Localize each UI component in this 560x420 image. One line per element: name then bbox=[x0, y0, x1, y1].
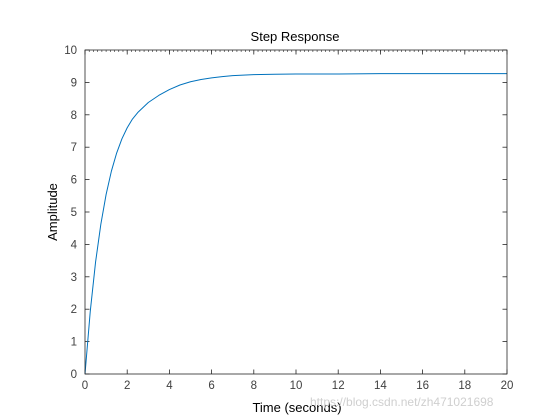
watermark: https://blog.csdn.net/zh471021698 bbox=[310, 395, 494, 409]
step-response-line bbox=[84, 73, 507, 375]
y-tick-label: 1 bbox=[71, 337, 77, 349]
x-tick-label: 10 bbox=[290, 380, 303, 392]
x-tick-label: 2 bbox=[124, 380, 130, 392]
plot-area bbox=[85, 50, 507, 374]
x-axis-label: Time (seconds) bbox=[252, 400, 341, 415]
y-tick-label: 10 bbox=[64, 45, 77, 57]
x-tick-label: 6 bbox=[208, 380, 214, 392]
y-tick-label: 3 bbox=[71, 272, 77, 284]
x-tick-label: 8 bbox=[251, 380, 257, 392]
x-tick-label: 20 bbox=[501, 380, 514, 392]
x-tick-label: 4 bbox=[166, 380, 173, 392]
x-tick-label: 14 bbox=[374, 380, 387, 392]
chart-title: Step Response bbox=[251, 29, 340, 44]
y-tick-label: 7 bbox=[71, 142, 77, 154]
x-tick-label: 12 bbox=[332, 380, 345, 392]
y-tick-label: 6 bbox=[71, 175, 77, 187]
x-tick-label: 18 bbox=[458, 380, 471, 392]
x-tick-label: 0 bbox=[82, 380, 88, 392]
x-tick-label: 16 bbox=[416, 380, 429, 392]
series-layer bbox=[84, 73, 507, 375]
y-tick-label: 5 bbox=[71, 207, 77, 219]
y-tick-label: 2 bbox=[71, 304, 77, 316]
plot-frame bbox=[84, 49, 508, 375]
y-tick-label: 4 bbox=[71, 239, 78, 251]
y-axis-label: Amplitude bbox=[45, 183, 60, 241]
y-tick-label: 0 bbox=[71, 369, 77, 381]
y-tick-label: 8 bbox=[71, 110, 77, 122]
y-tick-label: 9 bbox=[71, 77, 77, 89]
